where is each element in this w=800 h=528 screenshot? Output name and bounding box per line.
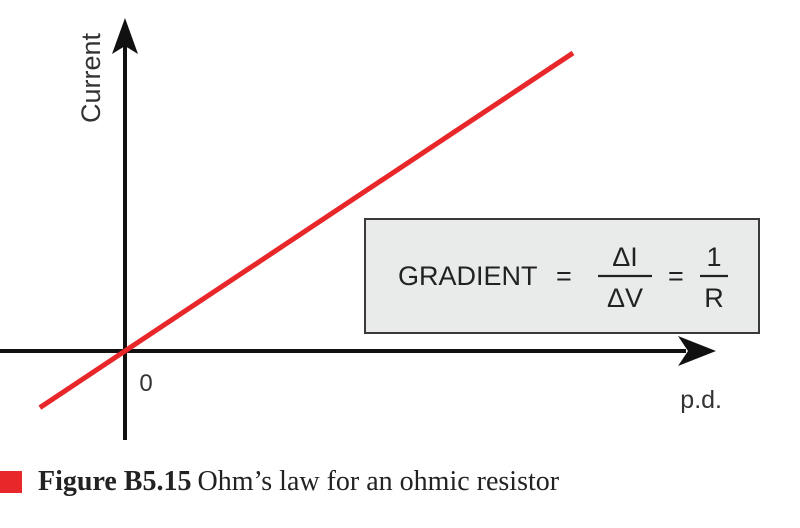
figure-caption: Figure B5.15 Ohm’s law for an ohmic resi…	[0, 462, 559, 502]
x-axis-label: p.d.	[680, 386, 722, 414]
fraction2-numerator: 1	[706, 242, 721, 272]
caption-text: Ohm’s law for an ohmic resistor	[197, 466, 560, 497]
fraction2-denominator: R	[704, 283, 724, 313]
fraction1-numerator: ΔI	[612, 242, 638, 272]
caption-marker-square	[0, 471, 22, 493]
ohms-law-graph: Current p.d. 0 GRADIENT = ΔI ΔV = 1 R	[0, 18, 760, 440]
y-axis-label: Current	[76, 32, 106, 123]
origin-label: 0	[139, 370, 152, 397]
gradient-annotation-box	[364, 218, 760, 334]
equals-sign-1: =	[556, 261, 572, 291]
series-line	[38, 50, 575, 410]
figure-number: Figure B5.15	[38, 466, 192, 497]
gradient-label: GRADIENT	[398, 261, 538, 291]
x-axis-arrowhead	[678, 336, 716, 366]
equals-sign-2: =	[668, 261, 684, 291]
y-axis-arrowhead	[112, 18, 138, 54]
fraction1-denominator: ΔV	[607, 283, 643, 313]
